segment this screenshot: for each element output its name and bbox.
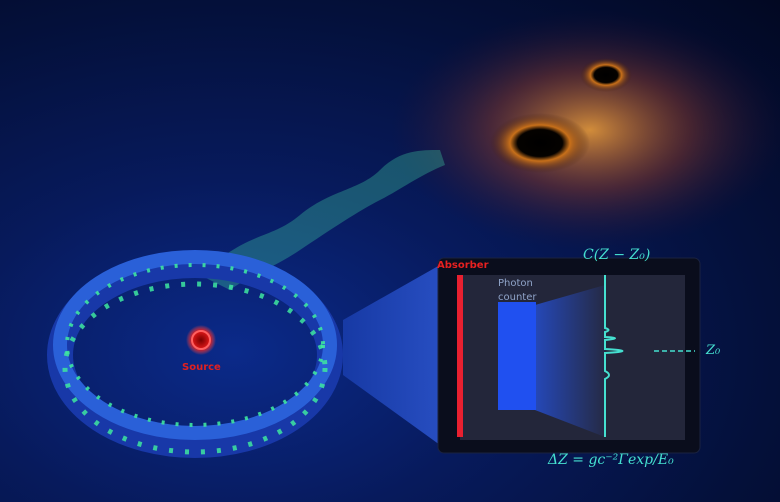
correlation-trace <box>604 275 624 437</box>
source-ring <box>191 330 211 350</box>
absorber-label: Absorber <box>437 260 489 271</box>
black-hole-large <box>490 113 590 173</box>
zoom-cone <box>343 265 440 445</box>
detector-ring <box>47 250 343 458</box>
counter-beam <box>535 285 605 437</box>
gravitational-wave <box>200 150 445 290</box>
correlation-label: C(Z − Z₀) <box>583 247 651 263</box>
photon-counter-label-line1: Photon <box>498 278 533 289</box>
z0-label: Z₀ <box>706 343 721 358</box>
source-label: Source <box>182 362 221 373</box>
absorber-bar <box>457 275 463 437</box>
black-hole-small <box>580 58 632 92</box>
source-sphere <box>186 325 216 355</box>
photon-counter-label-line2: counter <box>498 292 537 303</box>
photon-counter-label: Photon counter <box>498 277 536 305</box>
delta-z-formula: ΔZ = gc⁻²Γexp/E₀ <box>548 452 674 468</box>
photon-counter <box>498 302 536 410</box>
